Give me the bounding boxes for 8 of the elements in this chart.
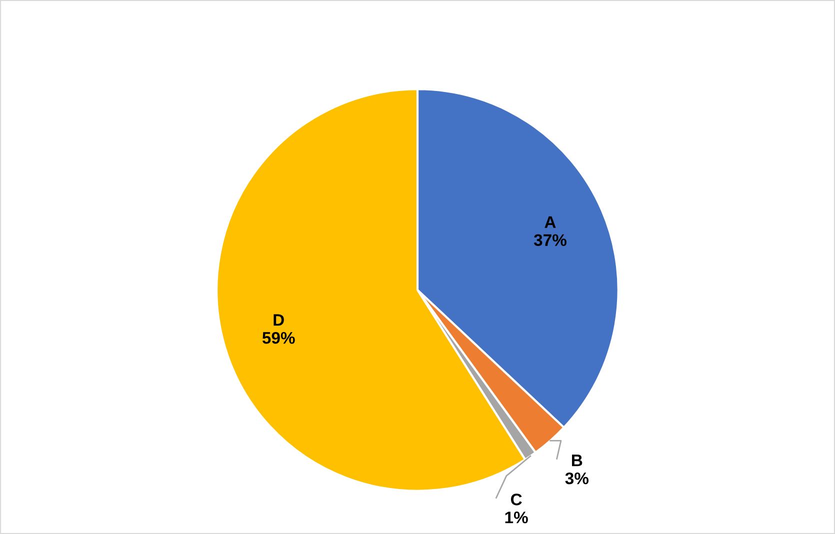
data-label: 1% [505,512,528,524]
slice-label: A [544,216,556,228]
data-label: 37% [534,234,566,246]
slice-label: C [510,494,522,506]
data-label: 3% [565,472,589,484]
slice-label: D [274,314,284,326]
data-label: 59% [262,332,295,344]
slice-label: B [572,454,582,466]
